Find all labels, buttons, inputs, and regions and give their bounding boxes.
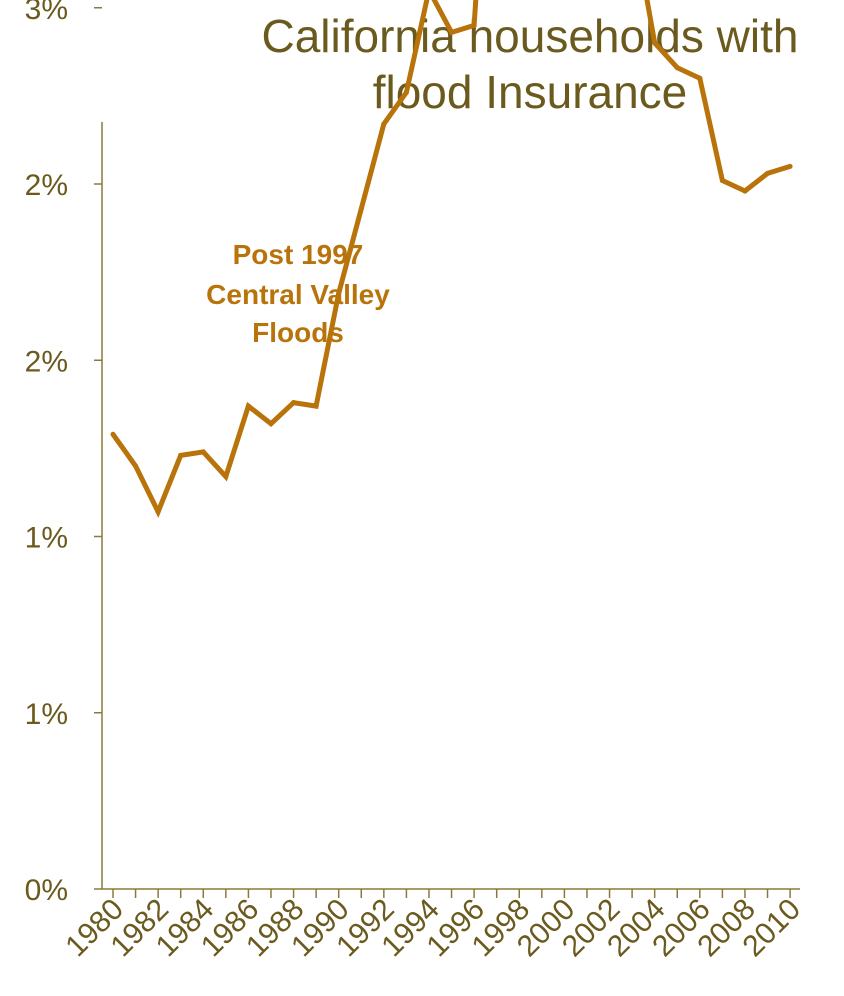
annotation-line-1: Post 1997 [233, 239, 364, 270]
data-point-1990 [336, 290, 342, 296]
data-point-1996 [471, 22, 477, 28]
chart-title-line-2: flood Insurance [373, 66, 688, 118]
data-point-1992 [381, 121, 387, 127]
data-point-2006 [697, 75, 703, 81]
annotation-line-3: Floods [252, 317, 344, 348]
data-point-1993 [403, 89, 409, 95]
y-axis: 0%1%1%2%2%3%3%4%4%5 [25, 0, 103, 907]
data-point-1983 [178, 452, 184, 458]
chart-title-line-1: California households with [262, 10, 799, 62]
x-axis: 1980198219841986198819901992199419961998… [59, 888, 807, 963]
data-point-2007 [719, 177, 725, 183]
y-tick-label-5: 3% [25, 0, 68, 26]
data-point-2004 [652, 40, 658, 46]
data-point-1987 [268, 421, 274, 427]
annotation: Post 1997 Central Valley Floods [206, 239, 390, 348]
data-point-2009 [765, 170, 771, 176]
data-point-1986 [245, 403, 251, 409]
data-point-1995 [449, 29, 455, 35]
y-tick-label-3: 2% [25, 345, 68, 378]
data-point-1980 [110, 431, 116, 437]
y-tick-label-4: 2% [25, 169, 68, 202]
data-point-2010 [787, 163, 793, 169]
y-tick-label-1: 1% [25, 698, 68, 731]
data-point-1984 [200, 449, 206, 455]
data-point-1988 [291, 400, 297, 406]
data-point-1989 [313, 403, 319, 409]
y-tick-label-0: 0% [25, 874, 68, 907]
data-point-1981 [133, 463, 139, 469]
data-point-1985 [223, 474, 229, 480]
data-point-2005 [674, 65, 680, 71]
data-point-2008 [742, 188, 748, 194]
series-layer [110, 0, 793, 518]
y-tick-label-2: 1% [25, 522, 68, 555]
data-point-1991 [358, 206, 364, 212]
data-point-1982 [155, 509, 161, 515]
annotation-line-2: Central Valley [206, 279, 390, 310]
